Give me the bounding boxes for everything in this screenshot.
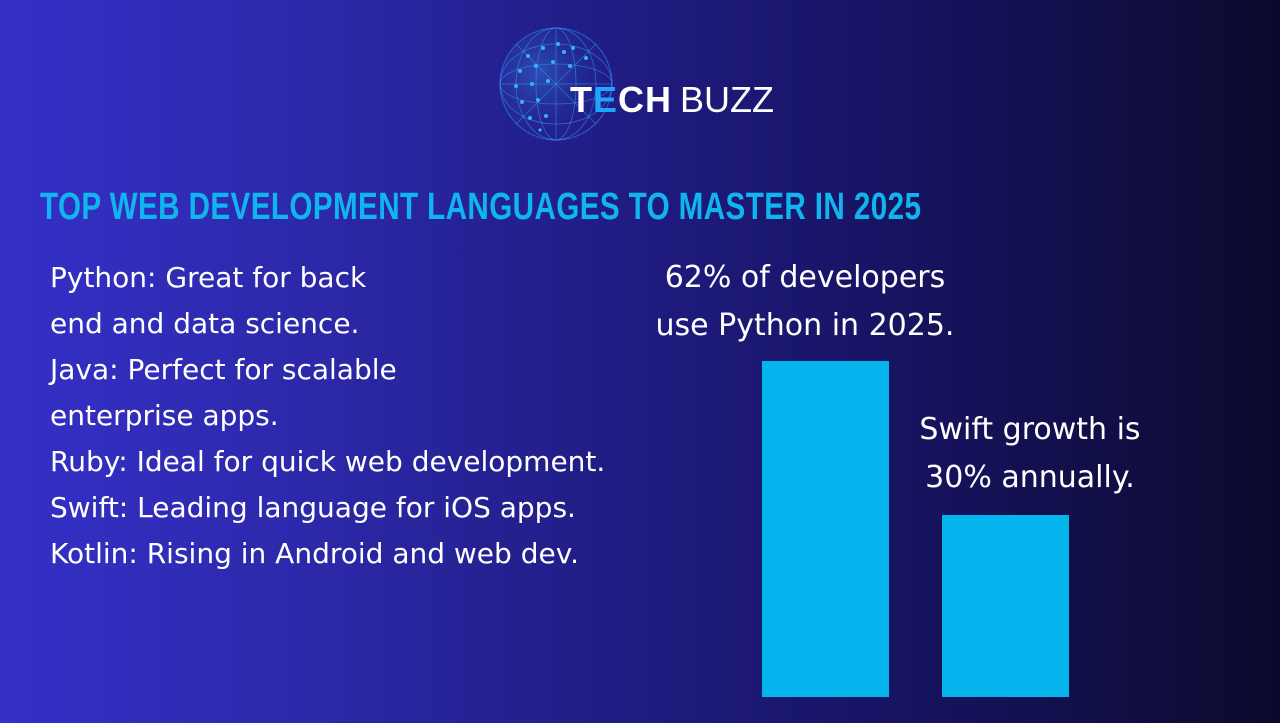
swift-stat-line-1: Swift growth is: [919, 412, 1141, 447]
list-item: Ruby: Ideal for quick web development.: [50, 445, 606, 478]
list-item: Python: Great for back: [50, 261, 367, 294]
language-list: Python: Great for back end and data scie…: [50, 255, 605, 577]
python-stat-line-1: 62% of developers: [664, 260, 946, 295]
bar-chart: [762, 361, 1070, 697]
python-stat-line-2: use Python in 2025.: [655, 308, 955, 343]
brand-logo: TECH BUZZ: [498, 26, 798, 146]
python-stat-callout: 62% of developers use Python in 2025.: [620, 254, 990, 350]
list-item: Swift: Leading language for iOS apps.: [50, 491, 576, 524]
list-item: Kotlin: Rising in Android and web dev.: [50, 537, 579, 570]
swift-stat-line-2: 30% annually.: [925, 460, 1135, 495]
bar-python: [762, 361, 889, 697]
list-item: enterprise apps.: [50, 399, 279, 432]
list-item: Java: Perfect for scalable: [50, 353, 397, 386]
globe-network-icon: [499, 27, 613, 141]
list-item: end and data science.: [50, 307, 360, 340]
brand-name: TECH BUZZ: [570, 80, 774, 120]
page-title: TOP WEB DEVELOPMENT LANGUAGES TO MASTER …: [40, 186, 922, 228]
bar-swift: [942, 515, 1069, 697]
swift-stat-callout: Swift growth is 30% annually.: [880, 406, 1180, 502]
brand-name-light: BUZZ: [680, 79, 775, 120]
brand-name-bold: TECH: [570, 79, 673, 120]
